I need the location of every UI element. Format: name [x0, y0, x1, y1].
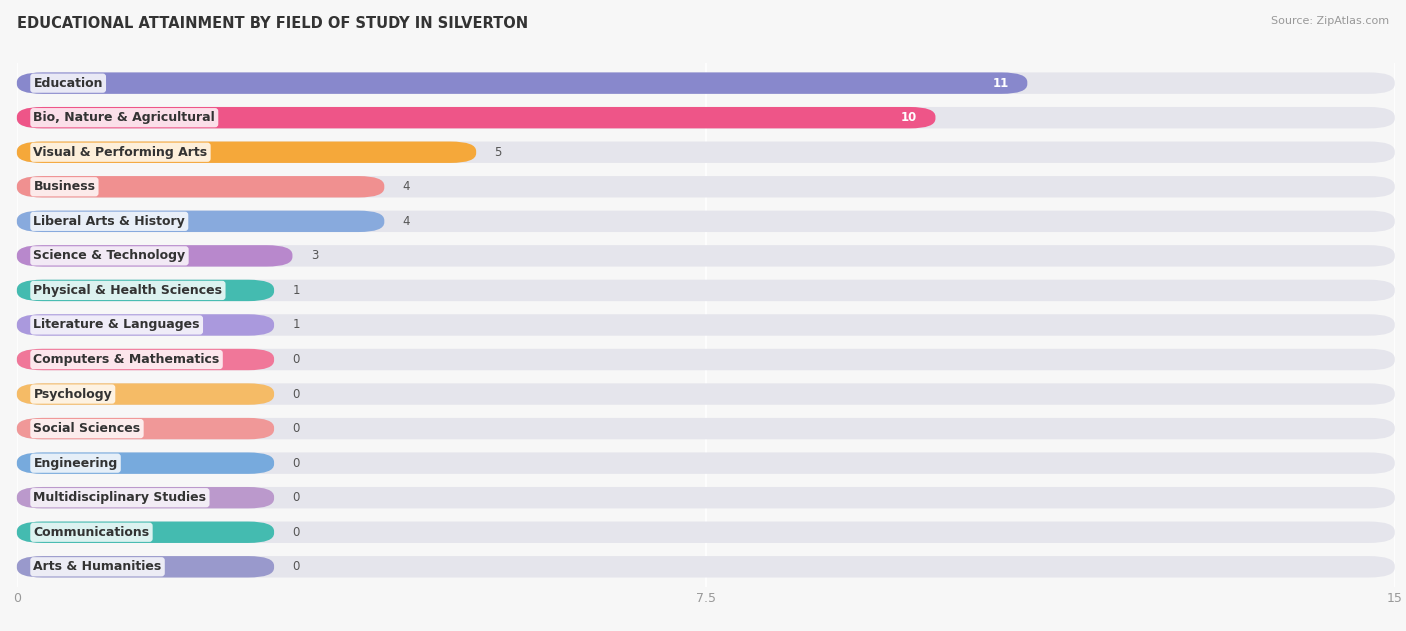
Text: Psychology: Psychology	[34, 387, 112, 401]
Text: Engineering: Engineering	[34, 457, 118, 469]
Text: 0: 0	[292, 491, 299, 504]
FancyBboxPatch shape	[17, 245, 1395, 266]
FancyBboxPatch shape	[17, 314, 274, 336]
FancyBboxPatch shape	[17, 176, 384, 198]
Text: 4: 4	[402, 180, 411, 193]
FancyBboxPatch shape	[17, 487, 1395, 509]
Text: Arts & Humanities: Arts & Humanities	[34, 560, 162, 574]
FancyBboxPatch shape	[17, 522, 1395, 543]
Text: 0: 0	[292, 422, 299, 435]
Text: 3: 3	[311, 249, 318, 262]
Text: 4: 4	[402, 215, 411, 228]
FancyBboxPatch shape	[17, 73, 1395, 94]
Text: Literature & Languages: Literature & Languages	[34, 319, 200, 331]
Text: 5: 5	[495, 146, 502, 159]
Text: Business: Business	[34, 180, 96, 193]
FancyBboxPatch shape	[17, 452, 274, 474]
Text: Science & Technology: Science & Technology	[34, 249, 186, 262]
FancyBboxPatch shape	[17, 349, 274, 370]
Text: Liberal Arts & History: Liberal Arts & History	[34, 215, 186, 228]
Text: 10: 10	[901, 111, 917, 124]
FancyBboxPatch shape	[17, 73, 1028, 94]
FancyBboxPatch shape	[17, 452, 1395, 474]
Text: 11: 11	[993, 76, 1010, 90]
FancyBboxPatch shape	[17, 418, 274, 439]
FancyBboxPatch shape	[17, 556, 1395, 577]
FancyBboxPatch shape	[17, 384, 1395, 404]
FancyBboxPatch shape	[17, 349, 1395, 370]
Text: Source: ZipAtlas.com: Source: ZipAtlas.com	[1271, 16, 1389, 26]
Text: Bio, Nature & Agricultural: Bio, Nature & Agricultural	[34, 111, 215, 124]
FancyBboxPatch shape	[17, 556, 274, 577]
Text: 1: 1	[292, 284, 299, 297]
Text: Social Sciences: Social Sciences	[34, 422, 141, 435]
Text: Multidisciplinary Studies: Multidisciplinary Studies	[34, 491, 207, 504]
FancyBboxPatch shape	[17, 522, 274, 543]
FancyBboxPatch shape	[17, 245, 292, 266]
FancyBboxPatch shape	[17, 384, 274, 404]
Text: 0: 0	[292, 387, 299, 401]
Text: 0: 0	[292, 526, 299, 539]
Text: Education: Education	[34, 76, 103, 90]
FancyBboxPatch shape	[17, 141, 1395, 163]
FancyBboxPatch shape	[17, 211, 384, 232]
Text: Communications: Communications	[34, 526, 149, 539]
Text: 0: 0	[292, 457, 299, 469]
FancyBboxPatch shape	[17, 176, 1395, 198]
FancyBboxPatch shape	[17, 280, 1395, 301]
FancyBboxPatch shape	[17, 211, 1395, 232]
Text: 1: 1	[292, 319, 299, 331]
Text: Visual & Performing Arts: Visual & Performing Arts	[34, 146, 208, 159]
FancyBboxPatch shape	[17, 107, 935, 128]
Text: Computers & Mathematics: Computers & Mathematics	[34, 353, 219, 366]
FancyBboxPatch shape	[17, 418, 1395, 439]
Text: 0: 0	[292, 353, 299, 366]
Text: Physical & Health Sciences: Physical & Health Sciences	[34, 284, 222, 297]
FancyBboxPatch shape	[17, 280, 274, 301]
Text: EDUCATIONAL ATTAINMENT BY FIELD OF STUDY IN SILVERTON: EDUCATIONAL ATTAINMENT BY FIELD OF STUDY…	[17, 16, 529, 31]
FancyBboxPatch shape	[17, 314, 1395, 336]
FancyBboxPatch shape	[17, 107, 1395, 128]
FancyBboxPatch shape	[17, 141, 477, 163]
Text: 0: 0	[292, 560, 299, 574]
FancyBboxPatch shape	[17, 487, 274, 509]
